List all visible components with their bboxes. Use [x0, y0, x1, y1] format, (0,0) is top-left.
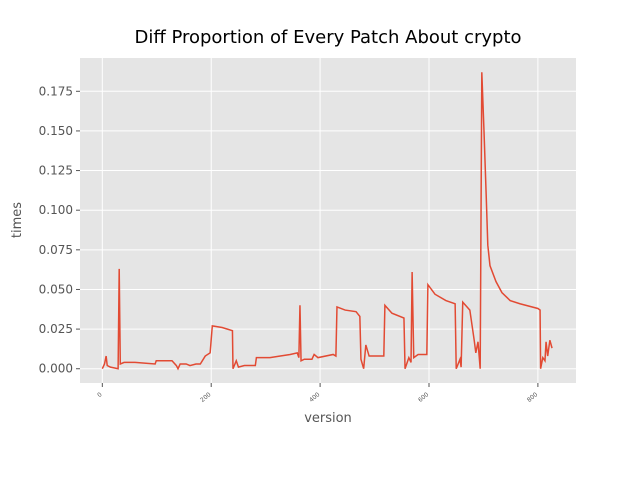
chart-title: Diff Proportion of Every Patch About cry…	[134, 27, 521, 48]
x-tick-label: 400	[308, 391, 321, 404]
x-tick-label: 600	[417, 391, 430, 404]
x-axis-label: version	[304, 411, 352, 426]
x-tick-label: 0	[96, 391, 104, 399]
plot-area	[80, 58, 576, 383]
line	[101, 72, 553, 371]
y-tick-label: 0.150	[39, 124, 73, 138]
y-axis-label: times	[10, 202, 25, 238]
y-tick-label: 0.175	[39, 84, 73, 98]
y-tick-label: 0.125	[39, 164, 73, 178]
y-tick-label: 0.075	[39, 243, 73, 257]
y-tick-label: 0.050	[39, 282, 73, 296]
x-tick-label: 800	[526, 391, 539, 404]
x-tick-label: 200	[199, 391, 212, 404]
y-tick-label: 0.000	[39, 362, 73, 376]
y-tick-label: 0.025	[39, 322, 73, 336]
y-tick-label: 0.100	[39, 203, 73, 217]
